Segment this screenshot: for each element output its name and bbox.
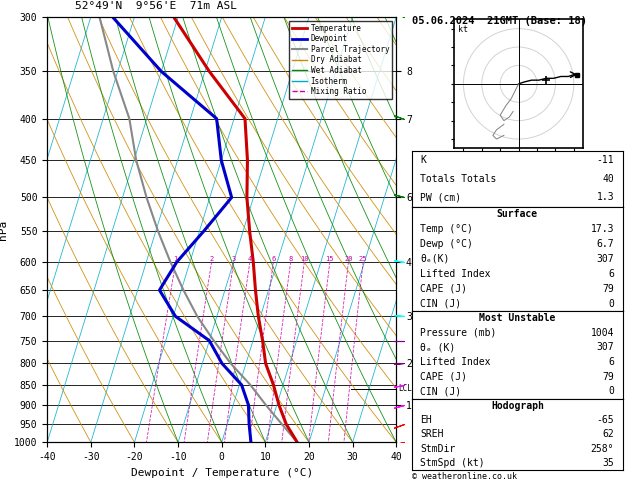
Text: 17.3: 17.3 xyxy=(591,224,615,234)
Text: 4: 4 xyxy=(248,256,252,262)
Text: 0: 0 xyxy=(608,298,615,309)
Text: 1: 1 xyxy=(174,256,178,262)
Text: 05.06.2024  21GMT (Base: 18): 05.06.2024 21GMT (Base: 18) xyxy=(412,16,587,26)
Text: 307: 307 xyxy=(597,254,615,264)
Text: Dewp (°C): Dewp (°C) xyxy=(420,239,473,249)
Text: Totals Totals: Totals Totals xyxy=(420,174,497,184)
Text: 1004: 1004 xyxy=(591,328,615,338)
Text: 6.7: 6.7 xyxy=(597,239,615,249)
Text: Lifted Index: Lifted Index xyxy=(420,269,491,279)
X-axis label: Dewpoint / Temperature (°C): Dewpoint / Temperature (°C) xyxy=(131,468,313,478)
Text: 6: 6 xyxy=(271,256,276,262)
Text: CAPE (J): CAPE (J) xyxy=(420,372,467,382)
Text: 6: 6 xyxy=(608,357,615,367)
Text: StmSpd (kt): StmSpd (kt) xyxy=(420,458,485,468)
Text: Surface: Surface xyxy=(497,209,538,219)
Text: -65: -65 xyxy=(597,415,615,425)
Text: 10: 10 xyxy=(300,256,309,262)
Text: © weatheronline.co.uk: © weatheronline.co.uk xyxy=(412,472,517,481)
Text: StmDir: StmDir xyxy=(420,444,455,454)
Y-axis label: km
ASL: km ASL xyxy=(431,219,448,241)
Text: 0: 0 xyxy=(608,386,615,396)
Text: 35: 35 xyxy=(603,458,615,468)
Text: Hodograph: Hodograph xyxy=(491,401,544,411)
Text: Pressure (mb): Pressure (mb) xyxy=(420,328,497,338)
Text: K: K xyxy=(420,155,426,165)
Text: CIN (J): CIN (J) xyxy=(420,298,462,309)
Text: Most Unstable: Most Unstable xyxy=(479,313,555,323)
Y-axis label: hPa: hPa xyxy=(0,220,8,240)
Text: 3: 3 xyxy=(231,256,236,262)
Text: 6: 6 xyxy=(608,269,615,279)
Text: Mixing Ratio (g/kg): Mixing Ratio (g/kg) xyxy=(437,182,446,277)
Text: 40: 40 xyxy=(603,174,615,184)
Text: 79: 79 xyxy=(603,284,615,294)
Text: 8: 8 xyxy=(289,256,292,262)
Text: 20: 20 xyxy=(344,256,353,262)
Text: 62: 62 xyxy=(603,430,615,439)
Text: 52°49'N  9°56'E  71m ASL: 52°49'N 9°56'E 71m ASL xyxy=(75,0,237,11)
Text: -11: -11 xyxy=(597,155,615,165)
Text: 258°: 258° xyxy=(591,444,615,454)
Text: 25: 25 xyxy=(359,256,367,262)
Text: Temp (°C): Temp (°C) xyxy=(420,224,473,234)
Text: 307: 307 xyxy=(597,343,615,352)
Text: θₑ(K): θₑ(K) xyxy=(420,254,450,264)
Text: 79: 79 xyxy=(603,372,615,382)
Text: LCL: LCL xyxy=(398,384,412,394)
Text: kt: kt xyxy=(458,25,468,34)
Text: CAPE (J): CAPE (J) xyxy=(420,284,467,294)
Text: Lifted Index: Lifted Index xyxy=(420,357,491,367)
Text: 1.3: 1.3 xyxy=(597,192,615,202)
Text: SREH: SREH xyxy=(420,430,444,439)
Text: θₑ (K): θₑ (K) xyxy=(420,343,455,352)
Text: 2: 2 xyxy=(209,256,214,262)
Text: EH: EH xyxy=(420,415,432,425)
Text: 15: 15 xyxy=(326,256,334,262)
Text: PW (cm): PW (cm) xyxy=(420,192,462,202)
Text: CIN (J): CIN (J) xyxy=(420,386,462,396)
Legend: Temperature, Dewpoint, Parcel Trajectory, Dry Adiabat, Wet Adiabat, Isotherm, Mi: Temperature, Dewpoint, Parcel Trajectory… xyxy=(289,21,392,99)
